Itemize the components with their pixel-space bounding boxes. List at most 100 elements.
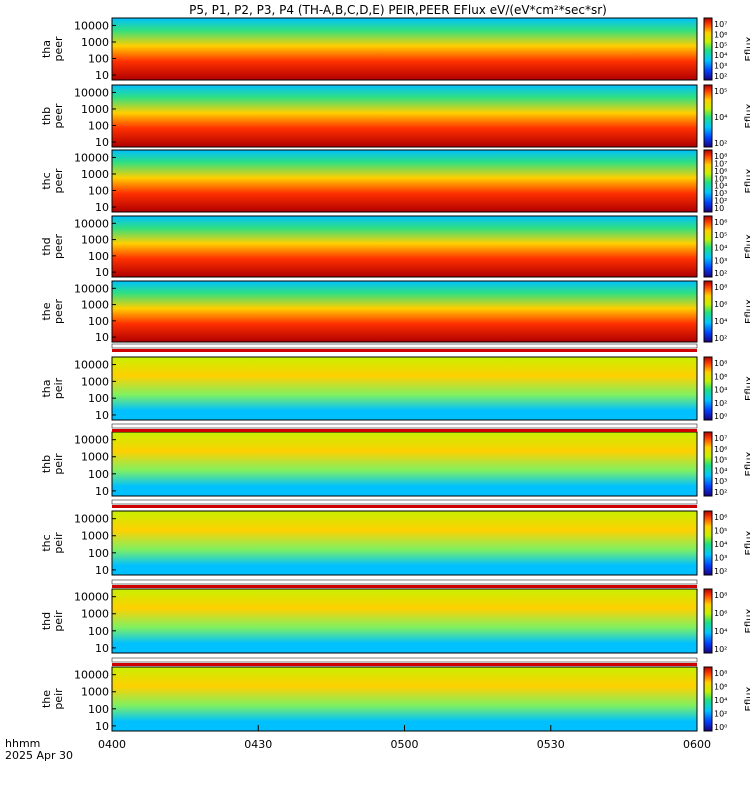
- panel-label: peir: [52, 688, 65, 710]
- x-tick-label: 0430: [244, 738, 272, 751]
- heatmap-5: [112, 357, 697, 420]
- panel-thd-peer: 10000 1000 100 10 thd peer 10⁶ 10⁵ 10⁴ 10³ 10² Eflu…: [40, 215, 750, 279]
- heatmap-6: [112, 432, 697, 496]
- colorbar-tick: 10²: [714, 488, 727, 497]
- colorbar-tick: 10²: [714, 197, 727, 206]
- panel-label: tha: [40, 40, 53, 58]
- panel-label: thb: [40, 455, 53, 473]
- y-tick-label: 1000: [81, 686, 109, 699]
- colorbar-tick: 10⁶: [714, 513, 727, 522]
- y-tick-label: 10000: [74, 669, 109, 682]
- colorbar-tick: 10²: [714, 334, 727, 343]
- panel-frame: [111, 280, 698, 343]
- panel-separator: [111, 423, 698, 429]
- colorbar-tick: 10⁸: [714, 669, 727, 678]
- colorbar-tick: 10⁶: [714, 445, 727, 454]
- colorbar-tick: 10⁴: [714, 466, 727, 475]
- heatmap-1: [112, 85, 697, 147]
- heatmap-4: [112, 281, 697, 342]
- colorbar-tick: 10⁵: [714, 456, 727, 465]
- x-tick-label: 0600: [683, 738, 711, 751]
- colorbar-tick: 10⁵: [714, 87, 727, 96]
- heatmap-7: [112, 511, 697, 575]
- colorbar-tick: 10⁴: [714, 244, 727, 253]
- time-axis-label-hhmm: hhmm: [5, 737, 40, 750]
- y-tick-label: 100: [88, 547, 109, 560]
- y-tick-label: 1000: [81, 168, 109, 181]
- x-tick-label: 0500: [391, 738, 419, 751]
- panel-label: peir: [52, 532, 65, 554]
- colorbar-tick: 10⁸: [714, 152, 727, 161]
- colorbar: [703, 149, 713, 213]
- panel-separator: [111, 499, 698, 505]
- panel-label: tha: [40, 379, 53, 397]
- colorbar-tick: 10⁴: [714, 696, 727, 705]
- panel-frame: [111, 356, 698, 421]
- colorbar-tick: 10⁵: [714, 174, 727, 183]
- panel-separator: [111, 579, 698, 585]
- y-tick-label: 100: [88, 250, 109, 263]
- panel-frame: [111, 149, 698, 213]
- colorbar: [703, 431, 713, 497]
- colorbar-tick: 10²: [714, 710, 727, 719]
- y-tick-label: 10: [95, 69, 109, 82]
- y-tick-label: 100: [88, 120, 109, 133]
- panel-the-peir: 10000 1000 100 10 the peir 10⁸ 10⁶ 10⁴ 10² 10⁰ Eflu…: [40, 666, 750, 733]
- colorbar-tick: 10⁴: [714, 627, 727, 636]
- panel-label: peer: [52, 234, 65, 260]
- colorbar-tick: 10²: [714, 399, 727, 408]
- y-tick-label: 1000: [81, 103, 109, 116]
- y-tick-label: 10000: [74, 591, 109, 604]
- time-axis: hhmm 2025 Apr 30 0400 0430 0500 0530 0600: [5, 725, 711, 762]
- colorbar-tick: 10⁶: [714, 683, 727, 692]
- y-tick-label: 100: [88, 315, 109, 328]
- y-tick-label: 1000: [81, 299, 109, 312]
- y-tick-label: 10000: [74, 19, 109, 32]
- y-tick-label: 10000: [74, 86, 109, 99]
- colorbar: [703, 280, 713, 343]
- colorbar-tick: 10⁶: [714, 218, 727, 227]
- y-tick-label: 1000: [81, 608, 109, 621]
- y-tick-label: 10000: [74, 513, 109, 526]
- colorbar-tick: 10⁵: [714, 231, 727, 240]
- colorbar-tick: 10⁴: [714, 540, 727, 549]
- panel-frame: [111, 588, 698, 654]
- y-tick-label: 10: [95, 409, 109, 422]
- colorbar: [703, 215, 713, 278]
- panel-separator-red: [112, 429, 697, 432]
- y-tick-label: 1000: [81, 234, 109, 247]
- colorbar-tick: 10⁷: [714, 20, 727, 29]
- panel-label: peer: [52, 299, 65, 325]
- colorbar-tick: 10³: [714, 62, 727, 71]
- colorbar-label: Eflux: [744, 376, 750, 401]
- panel-frame: [111, 215, 698, 278]
- colorbar: [703, 588, 713, 654]
- colorbar-tick: 10: [714, 204, 724, 213]
- colorbar-tick: 10⁶: [714, 300, 727, 309]
- panel-the-peer: 10000 1000 100 10 the peer 10⁸ 10⁶ 10⁴ 10² Eflux: [40, 280, 750, 344]
- colorbar: [703, 84, 713, 148]
- panel-label: thc: [40, 534, 53, 551]
- y-tick-label: 100: [88, 468, 109, 481]
- panel-label: thc: [40, 172, 53, 189]
- colorbar-tick: 10⁴: [714, 317, 727, 326]
- panel-label: peir: [52, 377, 65, 399]
- panel-label: thd: [40, 237, 53, 255]
- colorbar-tick: 10⁴: [714, 182, 727, 191]
- y-tick-label: 10000: [74, 217, 109, 230]
- colorbar-tick: 10⁴: [714, 113, 727, 122]
- colorbar-tick: 10⁰: [714, 412, 727, 421]
- panel-separator-red: [112, 585, 697, 588]
- colorbar-tick: 10²: [714, 139, 727, 148]
- y-tick-label: 10: [95, 564, 109, 577]
- colorbar-tick: 10³: [714, 477, 727, 486]
- colorbar-tick: 10⁵: [714, 41, 727, 50]
- panel-label: the: [40, 302, 53, 320]
- colorbar-label: Eflux: [744, 36, 750, 61]
- y-tick-label: 100: [88, 392, 109, 405]
- panel-label: peer: [52, 36, 65, 62]
